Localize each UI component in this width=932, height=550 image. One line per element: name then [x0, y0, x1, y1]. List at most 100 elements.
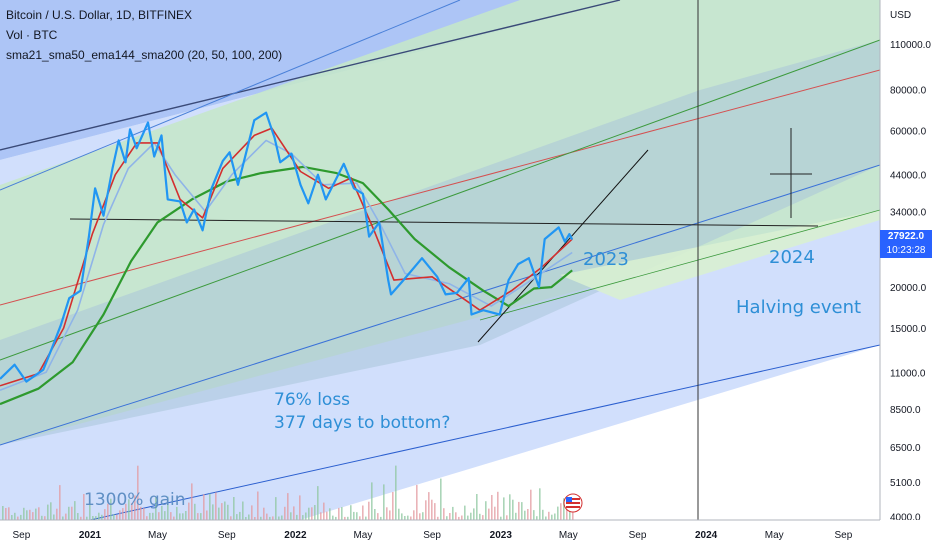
- volume-bar: [203, 494, 205, 520]
- volume-bar: [551, 514, 553, 520]
- volume-bar: [155, 497, 157, 520]
- volume-bar: [359, 516, 361, 520]
- volume-bar: [182, 513, 184, 520]
- volume-bar: [134, 495, 136, 520]
- time-tick-label: 2023: [490, 530, 513, 541]
- volume-bar: [527, 509, 529, 520]
- channel-line-mid-blue: [0, 164, 880, 446]
- volume-bar: [494, 506, 496, 520]
- volume-bar: [416, 484, 418, 520]
- volume-bar: [473, 508, 475, 520]
- volume-bar: [389, 510, 391, 520]
- volume-bar: [131, 503, 133, 520]
- volume-bar: [197, 513, 199, 520]
- price-tick-label: 34000.0: [890, 208, 927, 219]
- volume-bar: [113, 514, 115, 520]
- volume-bar: [320, 512, 322, 520]
- price-tick-label: 15000.0: [890, 324, 927, 335]
- channel-bands: [0, 0, 880, 520]
- volume-bar: [329, 508, 331, 520]
- price-tick-label: 20000.0: [890, 283, 927, 294]
- channel-line-upper-blue: [0, 0, 461, 191]
- volume-bar: [533, 510, 535, 520]
- volume-bar: [86, 516, 88, 520]
- volume-bar: [374, 509, 376, 520]
- volume-bar: [338, 507, 340, 520]
- volume-bar: [119, 510, 121, 520]
- time-tick-label: Sep: [13, 530, 31, 541]
- annotation-halving: Halving event: [736, 297, 862, 318]
- volume-bar: [554, 513, 556, 520]
- volume-bar: [479, 513, 481, 520]
- volume-bar: [515, 512, 517, 520]
- volume-bar: [11, 515, 13, 520]
- price-tick-label: 44000.0: [890, 171, 927, 182]
- volume-bar: [506, 515, 508, 520]
- annotation-2023: 2023: [583, 249, 629, 270]
- volume-bar: [95, 516, 97, 520]
- volume-bar: [299, 495, 301, 520]
- volume-bar: [272, 516, 274, 520]
- volume-bar: [260, 516, 262, 520]
- volume-bar: [143, 508, 145, 520]
- volume-bar: [161, 505, 163, 520]
- volume-bar: [428, 492, 430, 520]
- volume-bar: [290, 512, 292, 520]
- volume-bar: [464, 505, 466, 520]
- volume-bar: [233, 497, 235, 520]
- volume-bar: [89, 499, 91, 520]
- volume-legend: Vol · BTC: [6, 28, 58, 42]
- volume-bar: [179, 513, 181, 520]
- volume-bar: [518, 501, 520, 520]
- volume-bar: [152, 512, 154, 520]
- volume-bar: [308, 507, 310, 520]
- time-axis-ticks: Sep 2021 May Sep 2022 May Sep 2023 May Sep 2024 May…: [13, 530, 853, 541]
- volume-bar: [122, 508, 124, 520]
- volume-bar: [215, 492, 217, 520]
- volume-bar: [452, 506, 454, 520]
- ma-green-line: [0, 165, 573, 406]
- price-tick-label: 5100.0: [890, 478, 921, 489]
- volume-bar: [74, 501, 76, 520]
- volume-bar: [281, 515, 283, 520]
- volume-bar: [98, 512, 100, 520]
- bar-countdown-tag: 10:23:28: [880, 244, 932, 258]
- volume-bar: [32, 512, 34, 520]
- volume-bar: [347, 516, 349, 520]
- ma-light-line: [0, 139, 573, 391]
- volume-bar: [5, 508, 7, 520]
- volume-bar: [485, 501, 487, 520]
- volume-bar: [146, 516, 148, 520]
- volume-bar: [245, 517, 247, 520]
- volume-bar: [368, 501, 370, 520]
- volume-bar: [44, 516, 46, 520]
- price-tick-label: 4000.0: [890, 512, 921, 523]
- price-axis-unit: USD: [890, 10, 911, 21]
- volume-bar: [200, 513, 202, 520]
- volume-bar: [332, 515, 334, 520]
- annotation-loss-line1: 76% loss: [274, 390, 351, 410]
- volume-bar: [455, 512, 457, 520]
- volume-bar: [335, 516, 337, 520]
- annotation-gain: 1300% gain: [84, 490, 186, 510]
- volume-bar: [341, 507, 343, 520]
- time-tick-label: Sep: [218, 530, 236, 541]
- volume-bar: [482, 515, 484, 520]
- volume-bar: [500, 516, 502, 520]
- volume-bar: [47, 504, 49, 520]
- volume-bar: [167, 496, 169, 520]
- volume-bar: [491, 495, 493, 520]
- volume-bar: [377, 513, 379, 520]
- volume-bar: [248, 514, 250, 520]
- volume-bar: [251, 505, 253, 520]
- volume-bar: [140, 506, 142, 520]
- time-tick-label: May: [559, 530, 578, 541]
- price-tick-label: 60000.0: [890, 127, 927, 138]
- volume-bar: [326, 511, 328, 520]
- volume-bar: [305, 512, 307, 520]
- volume-bar: [407, 515, 409, 520]
- volume-bar: [206, 510, 208, 520]
- volume-bar: [557, 506, 559, 520]
- volume-bar: [476, 494, 478, 520]
- volume-bar: [173, 516, 175, 520]
